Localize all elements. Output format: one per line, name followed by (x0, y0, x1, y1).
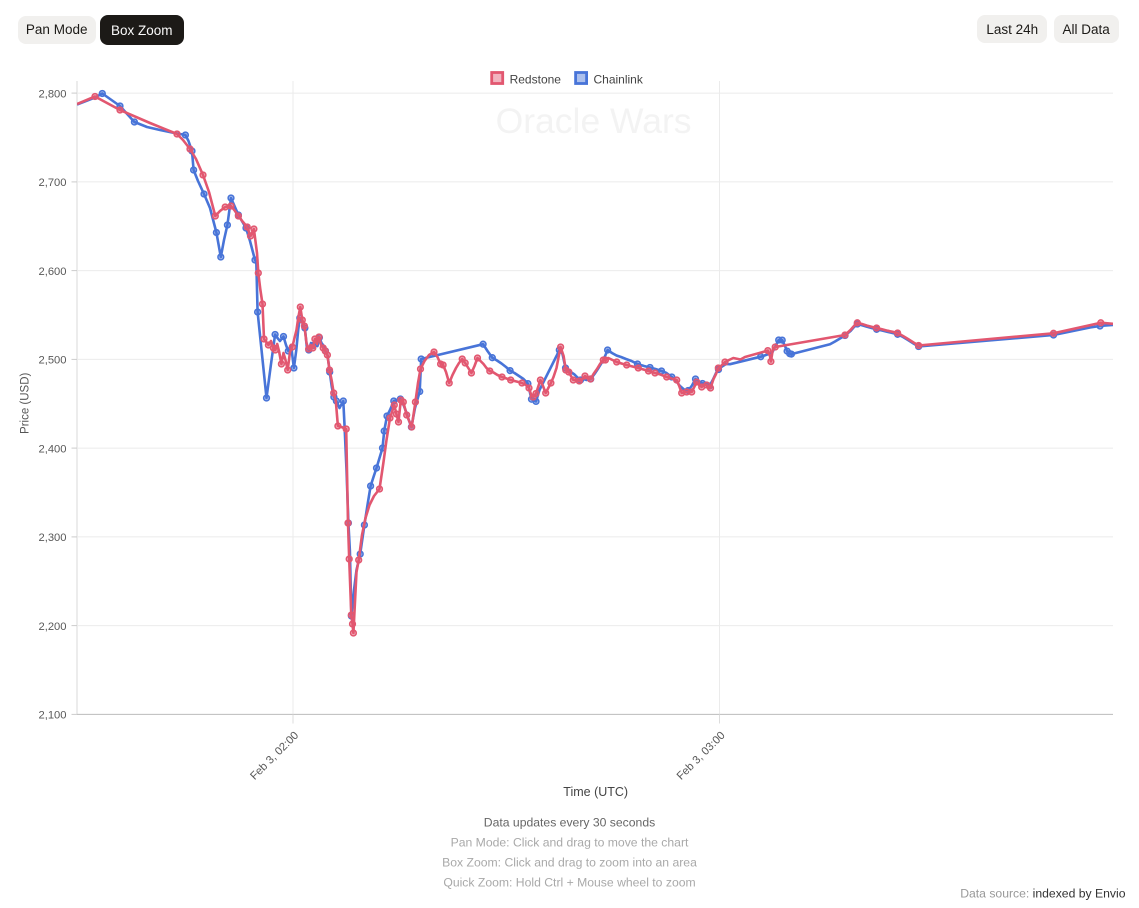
svg-text:Box Zoom: Click and drag to zo: Box Zoom: Click and drag to zoom into an… (442, 856, 697, 870)
svg-text:2,400: 2,400 (39, 443, 67, 455)
svg-text:2,300: 2,300 (39, 532, 67, 544)
svg-text:Data source: indexed by Envio: Data source: indexed by Envio (960, 887, 1126, 901)
svg-text:Redstone: Redstone (510, 72, 562, 86)
svg-text:Feb 3, 02:00: Feb 3, 02:00 (248, 730, 301, 783)
svg-text:2,200: 2,200 (39, 621, 67, 633)
svg-text:2,100: 2,100 (39, 710, 67, 722)
svg-text:Data updates every 30 seconds: Data updates every 30 seconds (484, 816, 655, 830)
svg-text:2,500: 2,500 (39, 355, 67, 367)
svg-text:Time (UTC): Time (UTC) (563, 785, 628, 799)
svg-text:2,700: 2,700 (39, 177, 67, 189)
svg-text:2,600: 2,600 (39, 266, 67, 278)
svg-text:Feb 3, 03:00: Feb 3, 03:00 (675, 730, 728, 783)
svg-text:Price (USD): Price (USD) (20, 372, 32, 434)
svg-text:Oracle Wars: Oracle Wars (496, 101, 692, 141)
svg-text:Pan Mode: Click and drag to mo: Pan Mode: Click and drag to move the cha… (451, 836, 689, 850)
svg-text:Quick Zoom: Hold Ctrl + Mouse: Quick Zoom: Hold Ctrl + Mouse wheel to z… (443, 876, 695, 890)
svg-text:Chainlink: Chainlink (594, 72, 644, 86)
svg-text:2,800: 2,800 (39, 88, 67, 100)
